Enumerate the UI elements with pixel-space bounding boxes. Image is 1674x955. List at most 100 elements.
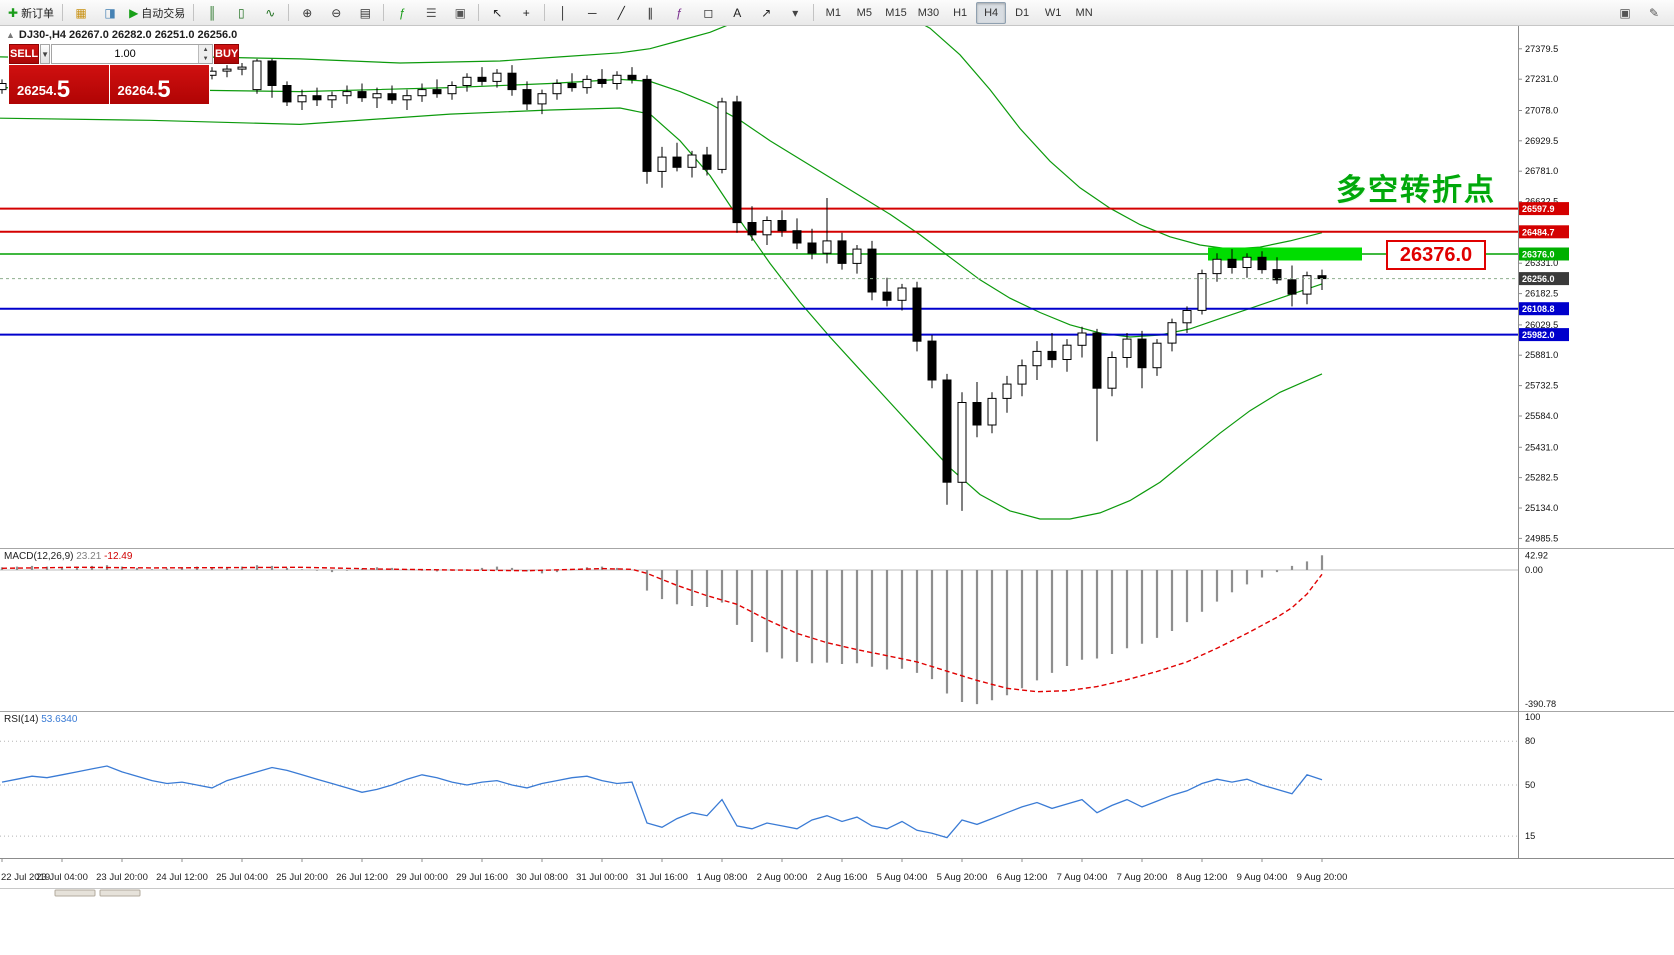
svg-text:27231.0: 27231.0 — [1525, 74, 1558, 84]
new-order-button[interactable]: ✚ 新订单 — [4, 2, 58, 24]
tf-m5[interactable]: M5 — [849, 2, 879, 24]
edit-icon: ✎ — [1648, 5, 1660, 20]
highlight-zone[interactable] — [1208, 247, 1362, 261]
zoom-out-icon[interactable]: ⊖ — [322, 2, 350, 24]
horizontal-lines[interactable] — [0, 207, 1518, 336]
tf-m30-label: M30 — [917, 6, 940, 19]
profiles-icon: ◨ — [104, 5, 116, 20]
channel-icon[interactable]: ∥ — [636, 2, 664, 24]
bar-chart-icon[interactable]: ║ — [198, 2, 226, 24]
svg-text:25881.0: 25881.0 — [1525, 350, 1558, 360]
candlestick-chart-icon[interactable]: ▯ — [227, 2, 255, 24]
tf-h1-label: H1 — [953, 6, 968, 19]
bid-price-panel[interactable]: 26254. 5 — [9, 65, 109, 104]
chart-tab[interactable] — [54, 889, 96, 897]
auto-trading-button[interactable]: ▶ 自动交易 — [125, 2, 189, 24]
volume-decrease-button[interactable]: ▼ — [199, 54, 213, 63]
objects-dropdown-icon: ▾ — [792, 5, 799, 20]
profiles-icon[interactable]: ◨ — [96, 2, 124, 24]
macd-histogram — [0, 555, 1324, 705]
trendline-icon: ╱ — [617, 5, 625, 20]
symbol-header: ▲ DJ30-,H4 26267.0 26282.0 26251.0 26256… — [6, 29, 242, 41]
shapes-icon[interactable]: ◻ — [694, 2, 722, 24]
toolbar-group: ⊕ ⊖ ▤ — [293, 2, 379, 24]
toolbar-group: ↖ + — [483, 2, 540, 24]
toolbar-group: ▦ ◨ ▶ 自动交易 — [67, 2, 189, 24]
crosshair-icon[interactable]: + — [512, 2, 540, 24]
line-chart-icon[interactable]: ∿ — [256, 2, 284, 24]
macd-signal-value: -12.49 — [104, 551, 133, 562]
svg-text:80: 80 — [1525, 736, 1535, 746]
price-level-label[interactable]: 26376.0 — [1386, 240, 1486, 270]
sell-button[interactable]: SELL — [9, 44, 40, 64]
svg-text:25431.0: 25431.0 — [1525, 442, 1558, 452]
vertical-line-icon[interactable]: │ — [549, 2, 577, 24]
svg-text:50: 50 — [1525, 780, 1535, 790]
svg-text:9 Aug 20:00: 9 Aug 20:00 — [1297, 872, 1348, 883]
shapes-icon: ◻ — [703, 5, 714, 20]
tf-m15[interactable]: M15 — [880, 2, 911, 24]
new-window-icon[interactable]: ▣ — [1611, 2, 1639, 24]
toolbar-group: ƒ ☰ ▣ — [388, 2, 474, 24]
svg-text:15: 15 — [1525, 831, 1535, 841]
tf-mn[interactable]: MN — [1069, 2, 1099, 24]
chart-shift-icon: ▣ — [454, 5, 466, 20]
fibonacci-icon[interactable]: ƒ — [665, 2, 693, 24]
macd-signal-line — [1, 566, 1323, 693]
svg-text:26632.5: 26632.5 — [1525, 197, 1558, 207]
objects-dropdown-icon[interactable]: ▾ — [781, 2, 809, 24]
tile-windows-icon[interactable]: ▤ — [351, 2, 379, 24]
svg-text:24 Jul 12:00: 24 Jul 12:00 — [156, 872, 208, 883]
tf-m1[interactable]: M1 — [818, 2, 848, 24]
cursor-icon: ↖ — [492, 5, 503, 20]
tf-h4[interactable]: H4 — [976, 1, 1007, 24]
edit-icon[interactable]: ✎ — [1640, 2, 1668, 24]
svg-text:25 Jul 20:00: 25 Jul 20:00 — [276, 872, 328, 883]
chart-tab[interactable] — [99, 889, 141, 897]
turning-point-annotation[interactable]: 多空转折点 — [1336, 174, 1496, 207]
cursor-icon[interactable]: ↖ — [483, 2, 511, 24]
text-icon[interactable]: A — [723, 2, 751, 24]
ask-price-panel[interactable]: 26264. 5 — [109, 65, 209, 104]
layouts-icon[interactable]: ▦ — [67, 2, 95, 24]
tf-d1[interactable]: D1 — [1007, 2, 1037, 24]
svg-text:5 Aug 04:00: 5 Aug 04:00 — [877, 872, 928, 883]
horizontal-line-icon: ─ — [588, 5, 597, 20]
svg-text:29 Jul 00:00: 29 Jul 00:00 — [396, 872, 448, 883]
templates-icon[interactable]: ☰ — [417, 2, 445, 24]
buy-button[interactable]: BUY — [214, 44, 240, 64]
tf-w1[interactable]: W1 — [1038, 2, 1068, 24]
volume-input[interactable] — [52, 45, 199, 63]
svg-text:0.00: 0.00 — [1525, 565, 1543, 575]
bar-chart-icon: ║ — [208, 5, 217, 20]
volume-increase-button[interactable]: ▲ — [199, 45, 213, 54]
tf-m30[interactable]: M30 — [913, 2, 944, 24]
trade-options-dropdown[interactable]: ▼ — [40, 44, 51, 64]
svg-text:24985.5: 24985.5 — [1525, 533, 1558, 543]
arrows-icon[interactable]: ↗ — [752, 2, 780, 24]
new-order-button: ✚ — [8, 5, 19, 20]
svg-text:25 Jul 04:00: 25 Jul 04:00 — [216, 872, 268, 883]
macd-main-value: 23.21 — [76, 551, 102, 562]
auto-trading-button-label: 自动交易 — [141, 7, 186, 20]
toolbar-group: ║ ▯ ∿ — [198, 2, 284, 24]
tf-h1[interactable]: H1 — [945, 2, 975, 24]
trendline-icon[interactable]: ╱ — [607, 2, 635, 24]
vertical-line-icon: │ — [559, 5, 568, 20]
one-click-trading-panel: SELL ▼ ▲ ▼ BUY 26254.5 26264.5 — [8, 43, 240, 105]
svg-text:29 Jul 16:00: 29 Jul 16:00 — [456, 872, 508, 883]
chart-shift-icon[interactable]: ▣ — [446, 2, 474, 24]
horizontal-line-icon[interactable]: ─ — [578, 2, 606, 24]
candlestick-chart-icon: ▯ — [237, 5, 245, 20]
tf-d1-label: D1 — [1015, 6, 1030, 19]
svg-text:26182.5: 26182.5 — [1525, 289, 1558, 299]
indicators-icon[interactable]: ƒ — [388, 2, 416, 24]
tf-w1-label: W1 — [1044, 6, 1062, 19]
svg-text:25732.5: 25732.5 — [1525, 381, 1558, 391]
new-order-button-label: 新订单 — [21, 7, 55, 20]
fibonacci-icon: ƒ — [675, 5, 683, 20]
tf-m5-label: M5 — [856, 6, 872, 19]
zoom-in-icon[interactable]: ⊕ — [293, 2, 321, 24]
